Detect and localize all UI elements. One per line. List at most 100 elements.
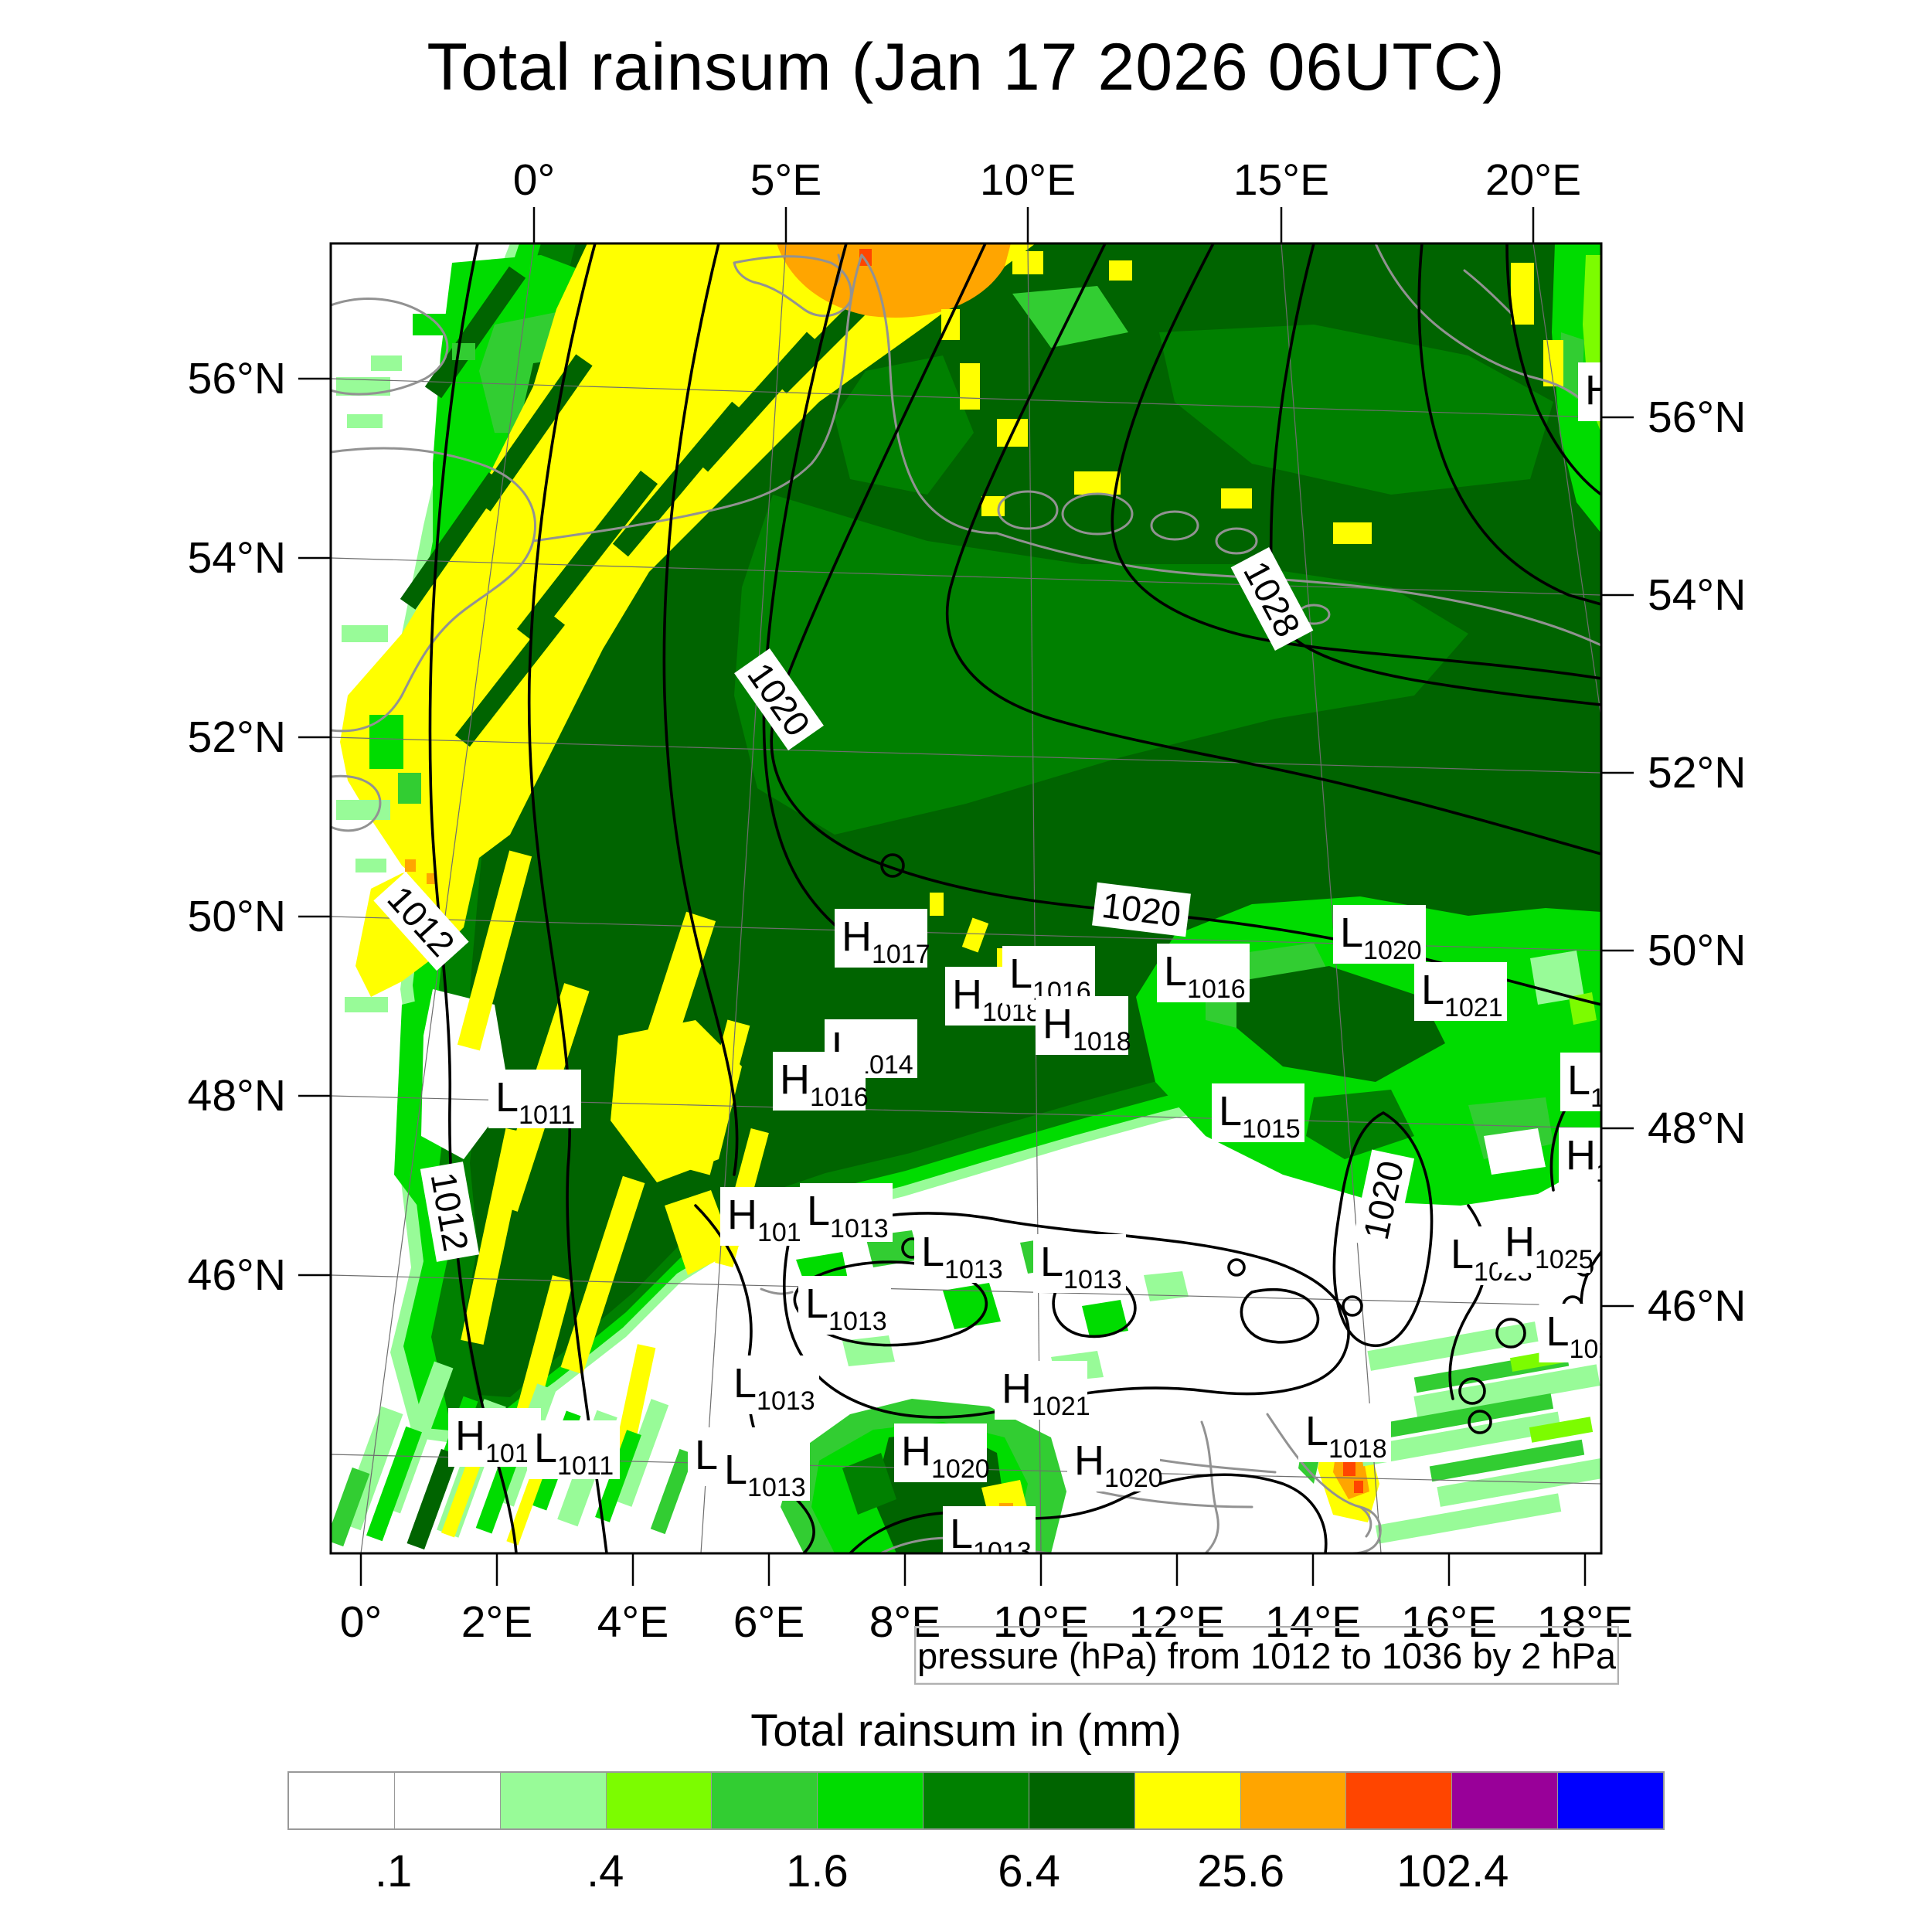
bottom-axis-label: 10°E — [993, 1597, 1089, 1647]
low-pressure-label: L1016 — [1157, 944, 1250, 1004]
coastline — [1200, 1420, 1219, 1553]
pressure-label-box — [488, 1070, 581, 1128]
pressure-legend-box: pressure (hPa) from 1012 to 1036 by 2 hP… — [914, 1626, 1619, 1685]
colorbar-tick-label: .1 — [374, 1846, 413, 1896]
bottom-axis-label: 18°E — [1537, 1597, 1633, 1647]
low-pressure-label: L1011 — [527, 1420, 620, 1481]
left-axis-label: 46°N — [188, 1250, 286, 1300]
coastline — [1374, 243, 1601, 423]
coastline — [1266, 1413, 1382, 1553]
rain-shade — [342, 625, 388, 642]
meridian-line — [1281, 243, 1382, 1553]
rain-shade — [614, 1399, 669, 1507]
colorbar-tick-label: 1.6 — [786, 1846, 849, 1896]
top-axis-label: 15°E — [1233, 155, 1329, 205]
bottom-axis-label: 16°E — [1401, 1597, 1497, 1647]
rain-shade — [464, 243, 1601, 1397]
pressure-label-box — [726, 1355, 819, 1414]
left-axis-label: 54°N — [188, 533, 286, 583]
pressure-label-box — [1157, 944, 1250, 1002]
rain-shade — [981, 496, 1005, 516]
pressure-label-box — [717, 1442, 810, 1501]
rain-shade — [355, 859, 386, 872]
pressure-label-box — [1002, 946, 1095, 1005]
pressure-label-box — [773, 1052, 866, 1111]
rain-shade — [1221, 488, 1252, 509]
rainfall-shading — [331, 243, 1601, 1553]
pressure-label-box — [800, 1183, 893, 1242]
pressure-contour — [1240, 1287, 1320, 1344]
bottom-axis-label: 6°E — [733, 1597, 805, 1647]
rain-shade — [1333, 522, 1372, 544]
colorbar-cell — [606, 1773, 713, 1828]
rain-shade — [1383, 1393, 1554, 1438]
rain-shade — [1375, 1493, 1562, 1544]
rain-shade — [930, 893, 944, 916]
meridian-line — [360, 243, 535, 1553]
map-frame — [329, 242, 1603, 1555]
page-title: Total rainsum (Jan 17 2026 06UTC) — [427, 30, 1505, 104]
rain-shade — [665, 1190, 734, 1275]
closed-contour — [1468, 1410, 1492, 1434]
pressure-label-box — [995, 1361, 1087, 1420]
parallel-line — [331, 1274, 1601, 1307]
rain-shade — [461, 1128, 529, 1345]
top-axis-label: 10°E — [980, 155, 1076, 205]
closed-contour — [1227, 1258, 1246, 1277]
axis-labels: 0° 5°E 10°E 15°E 20°E 0° 2°E 4°E 6°E 8°E 10°E 12°E 1… — [188, 155, 1747, 1647]
rain-shade — [424, 266, 526, 399]
low-pressure-label: L1020 — [1333, 905, 1426, 965]
colorbar-title: Total rainsum in (mm) — [750, 1706, 1182, 1756]
pressure-label-box — [798, 1276, 891, 1335]
rain-shade — [650, 1448, 695, 1535]
parallel-line — [331, 378, 1601, 418]
low-pressure-label: L1013 — [943, 1506, 1036, 1553]
pressure-label-box — [894, 1423, 987, 1482]
rain-shade — [398, 773, 421, 804]
meridian-line — [1027, 243, 1042, 1553]
high-pressure-label: H10 — [1559, 1128, 1601, 1188]
closed-contour — [880, 853, 905, 878]
low-pressure-label: L1018 — [1298, 1403, 1391, 1464]
coastline — [532, 253, 863, 543]
left-axis-label: 56°N — [188, 354, 286, 403]
colorbar-tick-label: .4 — [587, 1846, 624, 1896]
rain-shade — [506, 1468, 545, 1546]
colorbar-cell — [1558, 1773, 1663, 1828]
contour-label-box — [373, 871, 469, 971]
colorbar-cell — [1452, 1773, 1559, 1828]
right-axis-label: 56°N — [1648, 393, 1746, 442]
contour-label-box — [734, 648, 824, 751]
contour-label-box — [1092, 882, 1191, 937]
pressure-contour — [527, 243, 608, 1553]
pressure-label-box — [1498, 1214, 1590, 1273]
rain-shade — [405, 859, 416, 872]
colorbar-tick-label: 6.4 — [998, 1846, 1060, 1896]
high-pressure-label: H1025 — [1498, 1214, 1594, 1274]
top-axis-label: 5°E — [750, 155, 822, 205]
pressure-label-box — [1559, 1128, 1601, 1186]
rain-shade — [1359, 1411, 1562, 1467]
rain-shade — [452, 343, 475, 360]
rain-shade — [777, 243, 1011, 318]
rain-shade — [421, 989, 510, 1159]
right-axis-label: 52°N — [1648, 748, 1746, 798]
high-pressure-label: H1018 — [1036, 996, 1131, 1056]
contour-label: 1020 — [1352, 1149, 1415, 1251]
closed-contour — [1342, 1295, 1363, 1317]
high-pressure-label: H — [1578, 362, 1601, 421]
colorbar-tick-label: 25.6 — [1197, 1846, 1285, 1896]
left-axis-label: 52°N — [188, 713, 286, 762]
coastline — [995, 532, 1601, 647]
pressure-label-box — [1333, 905, 1426, 964]
rain-shade — [941, 309, 960, 340]
left-axis-label: 48°N — [188, 1071, 286, 1121]
coastline — [1463, 269, 1512, 315]
low-pressure-label: L10 — [1560, 1053, 1601, 1113]
rain-shade — [961, 917, 989, 953]
colorbar — [287, 1771, 1665, 1830]
rain-shade — [331, 1467, 370, 1547]
pressure-label-box — [1578, 362, 1601, 421]
low-pressure-label: L1021 — [1414, 962, 1507, 1022]
